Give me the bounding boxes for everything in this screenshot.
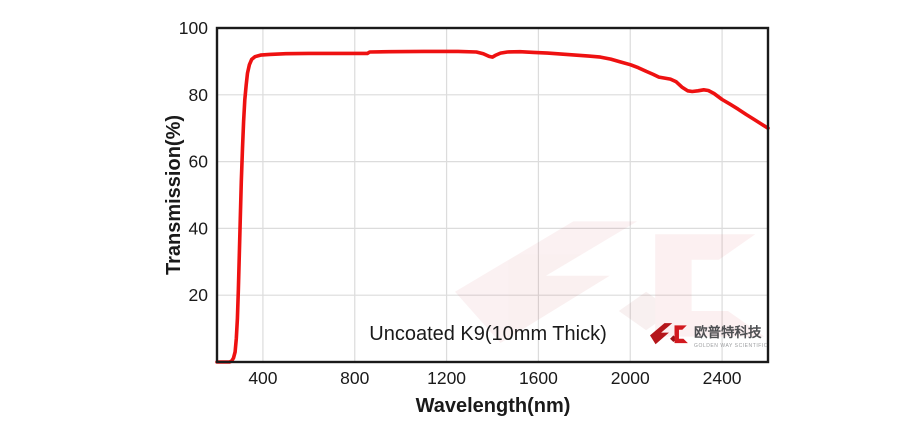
x-axis-title: Wavelength(nm) — [416, 395, 571, 417]
x-tick-label: 800 — [340, 368, 369, 388]
series-annotation: Uncoated K9(10mm Thick) — [369, 323, 607, 345]
y-tick-label: 100 — [179, 18, 208, 38]
x-tick-label: 2400 — [703, 368, 742, 388]
x-tick-label: 1200 — [427, 368, 466, 388]
y-tick-label: 40 — [189, 218, 209, 238]
plot-border — [215, 26, 770, 364]
curve-layer — [215, 49, 770, 364]
brand-logo: 欧普特科技 GOLDEN WAY SCIENTIFIC — [650, 323, 768, 349]
y-tick-label: 20 — [189, 285, 209, 305]
y-axis-title: Transmission(%) — [163, 115, 185, 275]
transmission-curve — [215, 49, 770, 364]
tick-labels: 400 800 1200 1600 2000 2400 20 40 60 80 100 — [179, 18, 742, 388]
y-tick-label: 80 — [189, 85, 209, 105]
x-tick-label: 1600 — [519, 368, 558, 388]
brand-logo-en-text: GOLDEN WAY SCIENTIFIC — [694, 343, 768, 349]
y-tick-label: 60 — [189, 152, 209, 172]
gridlines — [217, 28, 768, 362]
x-tick-label: 2000 — [611, 368, 650, 388]
brand-logo-cn-text: 欧普特科技 — [694, 324, 762, 340]
x-tick-label: 400 — [248, 368, 277, 388]
